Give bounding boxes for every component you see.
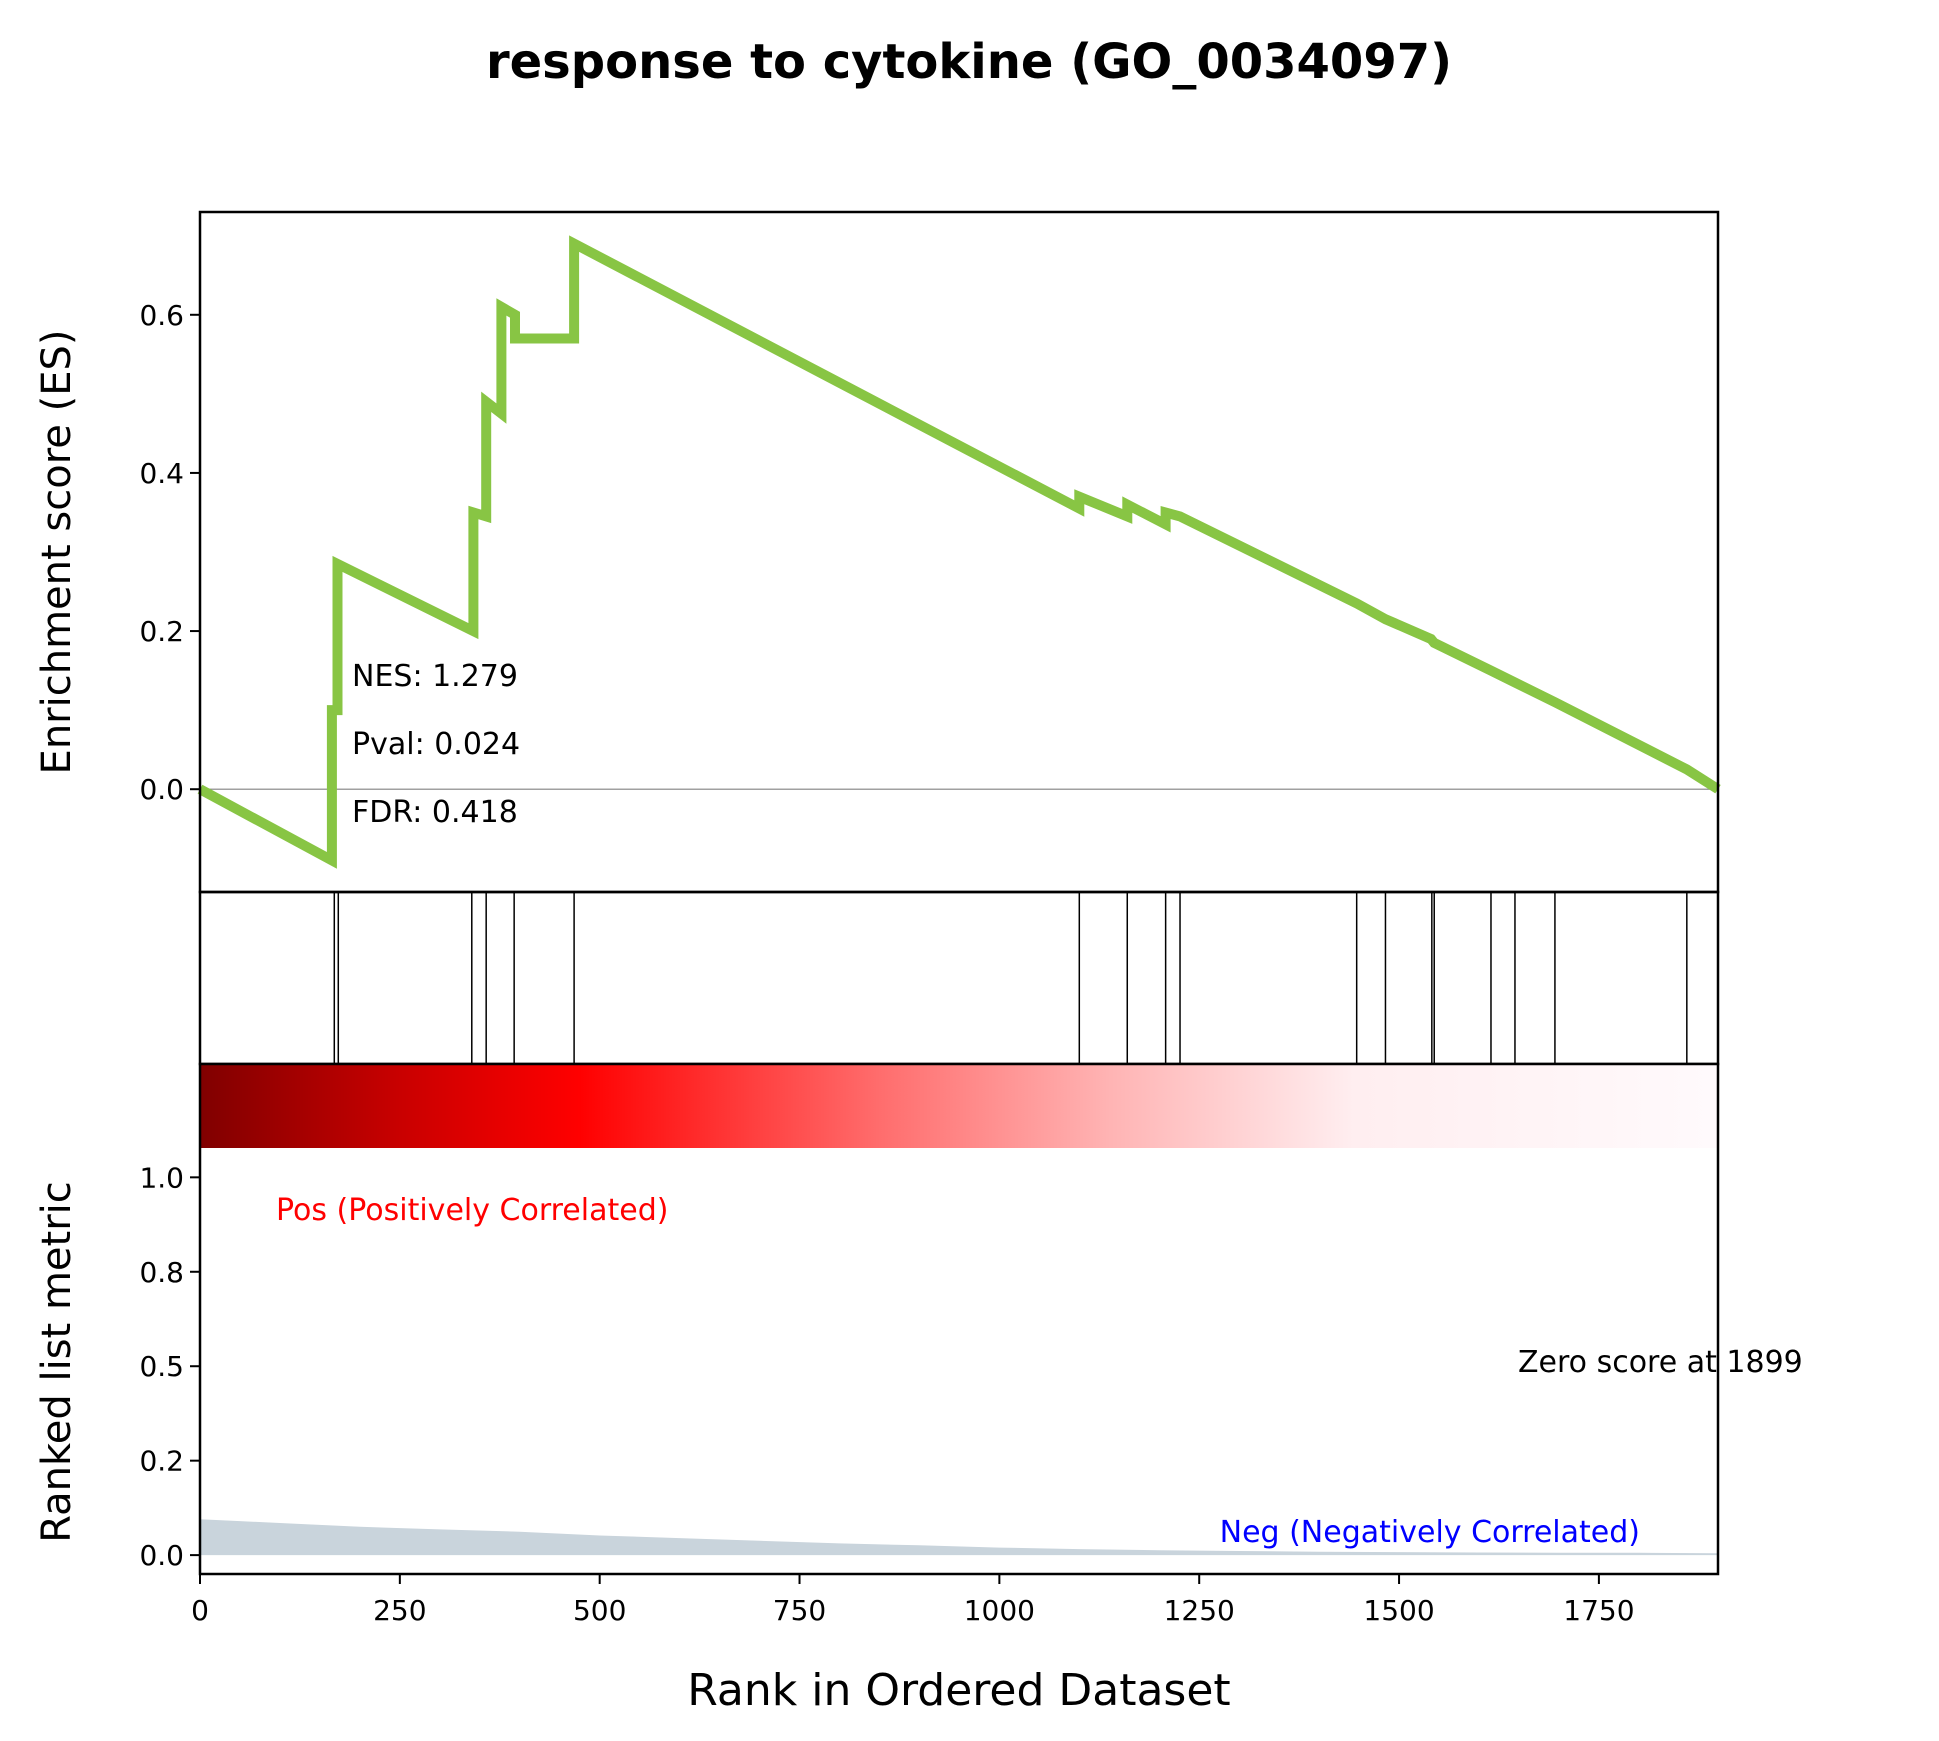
gene-hits-panel [198,890,1720,1066]
positive-correlation-label: Pos (Positively Correlated) [276,1193,668,1228]
es-panel-frame [198,210,1720,894]
x-tick-label: 1250 [1164,1594,1235,1627]
x-tick-label: 500 [573,1594,626,1627]
rank-y-tick-label: 0.8 [139,1256,184,1289]
x-tick-label: 0 [191,1594,209,1627]
es-y-tick-label: 0.2 [139,615,184,648]
x-tick-label: 1750 [1563,1594,1634,1627]
es-series-line [197,235,1721,869]
ranked-metric-area [200,1519,1718,1556]
rank-y-tick-label: 0.5 [139,1350,184,1383]
chart-title: response to cytokine (GO_0034097) [486,34,1452,90]
enrichment-score-panel: 0.0 0.2 0.4 0.6 NES: 1.279 Pval: 0.024 FDR:… [34,210,1721,894]
x-axis-label: Rank in Ordered Dataset [687,1665,1230,1716]
rank-y-ticks: 0.0 0.2 0.5 0.8 1.0 [139,1161,200,1572]
x-tick-label: 1500 [1363,1594,1434,1627]
rank-y-tick-label: 0.2 [139,1445,184,1478]
x-tick-label: 250 [373,1594,426,1627]
nes-annotation: NES: 1.279 [352,659,518,694]
zero-score-label: Zero score at 1899 [1518,1345,1803,1380]
rank-panel-frame [198,1062,1720,1576]
negative-correlation-label: Neg (Negatively Correlated) [1220,1515,1640,1550]
ranked-metric-panel: 0.0 0.2 0.5 0.8 1.0 Pos (Positively Correlat… [34,1062,1803,1576]
rank-y-axis-label: Ranked list metric [34,1181,80,1543]
es-y-tick-label: 0.6 [139,299,184,332]
rank-y-tick-label: 1.0 [139,1161,184,1194]
es-y-axis-label: Enrichment score (ES) [34,330,80,775]
hit-lines [333,892,1688,1064]
x-tick-label: 1000 [964,1594,1035,1627]
es-y-tick-label: 0.0 [139,773,184,806]
rank-y-tick-label: 0.0 [139,1539,184,1572]
fdr-annotation: FDR: 0.418 [352,795,518,830]
pval-annotation: Pval: 0.024 [352,727,520,762]
x-axis-ticks: 0 250 500 750 1000 1250 1500 1750 [191,1574,1635,1627]
correlation-gradient-bar [200,1064,1718,1148]
x-tick-label: 750 [773,1594,826,1627]
es-y-ticks: 0.0 0.2 0.4 0.6 [139,299,200,806]
es-y-tick-label: 0.4 [139,457,184,490]
